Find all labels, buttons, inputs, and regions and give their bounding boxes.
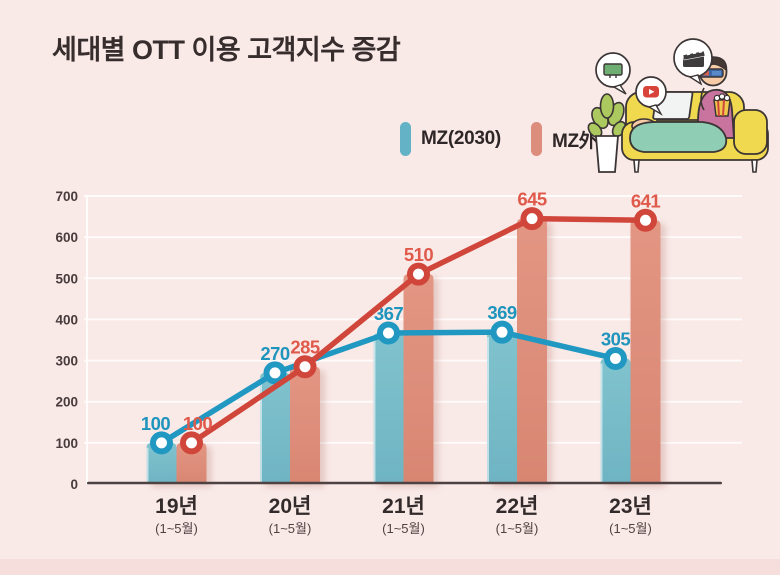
bar-mz-2 (373, 333, 404, 484)
bar-mz-1 (260, 372, 290, 484)
y-tick-200: 200 (55, 395, 78, 410)
value-label-mz-other-2: 510 (404, 244, 434, 265)
y-tick-300: 300 (55, 354, 78, 369)
speech-bubble-clapper (673, 38, 713, 86)
marker-mz-3 (490, 320, 514, 344)
sofa-legs (633, 159, 758, 173)
value-label-mz-3: 369 (487, 302, 517, 323)
y-tick-0: 0 (70, 477, 78, 492)
marker-mz-other-2 (407, 262, 430, 286)
y-tick-100: 100 (55, 436, 78, 451)
marker-mz-1 (263, 361, 287, 385)
y-tick-400: 400 (55, 312, 78, 327)
bar-mz-0 (146, 442, 177, 484)
bar-highlight (260, 377, 262, 484)
x-label-1: 20년 (269, 495, 312, 518)
x-sublabel-1: (1~5월) (269, 521, 312, 536)
bar-mz-other-3 (517, 218, 547, 484)
marker-mz-other-3 (520, 207, 544, 231)
plant-icon (587, 93, 627, 173)
page-title: 세대별 OTT 이용 고객지수 증감 (52, 35, 401, 65)
x-label-3: 22년 (496, 495, 539, 518)
x-label-2: 21년 (382, 495, 425, 518)
value-label-mz-0: 100 (141, 413, 171, 434)
youtube-play-icon (643, 86, 659, 98)
x-axis-line (87, 481, 722, 485)
legend-swatch-mz-icon (400, 122, 411, 156)
speech-bubble-tv (595, 52, 631, 95)
x-sublabel-4: (1~5월) (609, 521, 652, 536)
bar-mz-other-2 (403, 274, 434, 484)
bar-mz-4 (600, 358, 631, 484)
marker-mz-other-1 (293, 355, 317, 379)
value-label-mz-other-1: 285 (290, 337, 320, 358)
bar-highlight (600, 363, 603, 484)
marker-mz-2 (377, 321, 400, 345)
x-sublabel-2: (1~5월) (382, 521, 425, 536)
popcorn-icon (713, 93, 731, 117)
footer-strip (0, 559, 780, 575)
bar-mz-other-1 (290, 366, 320, 484)
bar-mz-other-4 (630, 220, 661, 484)
bar-highlight (146, 447, 149, 484)
value-label-mz-other-4: 641 (631, 190, 661, 211)
marker-mz-0 (150, 431, 173, 455)
legend-label-mz-other: MZ外 (551, 130, 598, 152)
tv-icon (603, 63, 623, 78)
legend-label-mz: MZ(2030) (421, 128, 501, 149)
x-label-0: 19년 (155, 495, 198, 518)
legend-swatch-mz-other-icon (530, 122, 542, 156)
value-label-mz-other-3: 645 (517, 189, 547, 210)
x-label-4: 23년 (609, 495, 652, 518)
value-label-mz-4: 305 (601, 329, 631, 350)
value-label-mz-other-0: 100 (183, 413, 213, 434)
x-sublabel-0: (1~5월) (155, 521, 198, 536)
clapperboard-icon (682, 50, 706, 67)
marker-mz-other-0 (180, 431, 203, 455)
ott-illustration (587, 38, 769, 173)
speech-bubble-youtube (635, 76, 667, 116)
bar-mz-other-0 (176, 442, 207, 484)
bar-highlight (487, 337, 489, 484)
bar-mz-3 (487, 332, 517, 484)
y-tick-600: 600 (55, 230, 78, 245)
bar-highlight (373, 338, 376, 484)
legend-item-mz-other: MZ外 (530, 122, 598, 156)
x-sublabel-3: (1~5월) (496, 521, 539, 536)
legend-item-mz: MZ(2030) (400, 122, 501, 156)
blanket (629, 118, 728, 153)
marker-mz-4 (604, 347, 627, 371)
chart-legend: MZ(2030) MZ外 (400, 122, 598, 156)
value-label-mz-2: 367 (374, 303, 404, 324)
y-tick-700: 700 (55, 189, 78, 204)
value-label-mz-1: 270 (260, 343, 290, 364)
y-tick-500: 500 (55, 271, 78, 286)
marker-mz-other-4 (634, 208, 657, 232)
